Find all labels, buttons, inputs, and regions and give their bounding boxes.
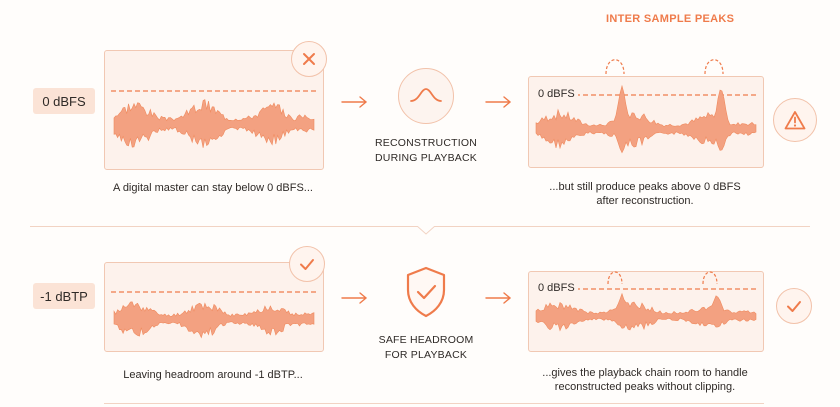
warning-badge [773,98,817,142]
reconstruction-curve-icon [410,88,442,102]
panel-label-0dbfs: 0 dBFS [535,88,578,100]
caption-top-left: A digital master can stay below 0 dBFS..… [113,182,313,194]
reconstruction-badge [398,68,454,124]
overshoot-arc [605,59,625,75]
waveform-shape [113,301,315,339]
check-badge [289,246,325,282]
waveform-top-left [111,90,317,148]
waveform-bottom-left [111,291,317,339]
check-icon [300,259,314,270]
waveform-shape [113,99,315,148]
caption-line2: reconstructed peaks without clipping. [554,381,736,393]
arrow-right-icon [341,292,368,304]
warning-triangle-icon [784,111,806,130]
caption-line1: ...gives the playback chain room to hand… [542,367,748,379]
caption-top-right: ...but still produce peaks above 0 dBFS … [500,180,790,208]
waveform-panel-bottom-right: 0 dBFS [528,271,764,352]
process-label-line1: RECONSTRUCTION [375,137,477,149]
waveform-shape [535,292,757,332]
caption-line2: after reconstruction. [596,195,694,207]
overshoot-arc [704,59,724,75]
divider-notch [417,226,435,235]
check-circle-icon [787,301,801,312]
waveform-panel-top-left [104,50,324,170]
arrow-right-icon [485,96,512,108]
process-label-line2: DURING PLAYBACK [375,152,477,164]
inter-sample-peaks-title: INTER SAMPLE PEAKS [606,13,735,25]
overshoot-arc [702,271,718,285]
caption-bottom-right: ...gives the playback chain room to hand… [500,366,790,394]
cross-badge [291,41,327,77]
process-label-top: RECONSTRUCTION DURING PLAYBACK [358,136,494,166]
check-circle-badge [776,288,812,324]
panel-label-0dbfs: 0 dBFS [535,282,578,294]
level-tag-0dbfs: 0 dBFS [33,88,95,114]
level-tag-1dbtp: -1 dBTP [33,283,95,309]
caption-bottom-left: Leaving headroom around -1 dBTP... [123,369,303,381]
caption-line1: ...but still produce peaks above 0 dBFS [549,181,741,193]
waveform-panel-top-right: 0 dBFS [528,59,764,168]
overshoot-arc [607,271,623,285]
waveform-shape [535,84,757,154]
arrow-right-icon [485,292,512,304]
process-label-line1: SAFE HEADROOM [378,334,474,346]
bottom-divider [104,403,764,404]
arrow-right-icon [341,96,368,108]
waveform-panel-bottom-left [104,262,324,352]
shield-check-icon [406,266,446,318]
cross-icon [303,53,315,65]
process-label-line2: FOR PLAYBACK [384,349,468,361]
process-label-bottom: SAFE HEADROOM FOR PLAYBACK [358,333,494,363]
